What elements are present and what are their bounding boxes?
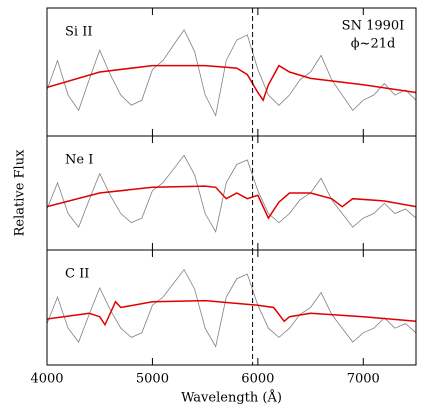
- y-axis-label: Relative Flux: [13, 149, 28, 236]
- panel-label: Si II: [65, 25, 92, 40]
- panel-frame: [46, 249, 417, 366]
- panel-label: Ne I: [65, 153, 93, 168]
- model-spectrum: [47, 299, 416, 327]
- model-spectrum: [47, 185, 416, 220]
- observed-spectrum: [47, 268, 416, 348]
- x-tick-label: 6000: [241, 372, 274, 387]
- x-tick-label: 4000: [30, 372, 63, 387]
- annotation: SN 1990I: [342, 19, 405, 34]
- panel-label: C II: [65, 267, 89, 282]
- x-axis-label: Wavelength (Å): [181, 390, 282, 406]
- model-spectrum: [47, 64, 416, 102]
- observed-spectrum: [47, 154, 416, 233]
- x-tick-label: 5000: [136, 372, 169, 387]
- annotation: ϕ~21d: [351, 37, 396, 52]
- x-tick-label: 7000: [347, 372, 380, 387]
